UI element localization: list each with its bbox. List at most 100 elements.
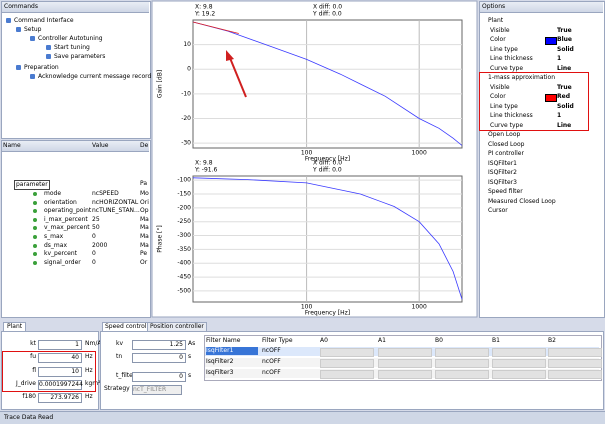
y-tick-label: -400 xyxy=(177,260,191,267)
param-unit: Hz xyxy=(85,366,93,374)
cell: 50 xyxy=(92,224,100,232)
tree-icon xyxy=(6,18,11,23)
x-tick-label: 1000 xyxy=(412,150,427,157)
prop-name: Line thickness xyxy=(490,112,533,119)
tree-icon xyxy=(16,27,21,32)
cell xyxy=(320,370,374,379)
highlight-box xyxy=(479,72,589,131)
tree-icon xyxy=(30,36,35,41)
x-tick-label: 100 xyxy=(301,304,313,311)
group-name[interactable]: Measured Closed Loop xyxy=(488,197,556,205)
cell: kv_percent xyxy=(44,250,78,258)
param-label: J_drive xyxy=(16,379,36,387)
group-name[interactable]: ISQFilter1 xyxy=(488,159,517,167)
cell xyxy=(378,348,432,357)
tree-icon xyxy=(46,54,51,59)
y-tick-label: -20 xyxy=(181,115,191,122)
plot-area xyxy=(192,175,463,303)
filter-name: IsqFilter3 xyxy=(206,369,234,376)
color-swatch xyxy=(545,37,557,45)
group-name: Plant xyxy=(488,17,504,24)
y-diff: Y diff: 0.0 xyxy=(312,11,342,18)
group-name[interactable]: Cursor xyxy=(488,207,508,214)
column-header: Filter Name xyxy=(206,337,241,344)
cell: Mo xyxy=(140,190,149,197)
cell xyxy=(548,359,602,368)
grid-header xyxy=(2,141,149,152)
cell xyxy=(320,348,374,357)
param-unit: s xyxy=(188,353,192,360)
filter-type: ncOFF xyxy=(262,347,281,354)
cell: v_max_percent xyxy=(44,224,90,232)
parameter-grid xyxy=(1,140,151,318)
row-icon xyxy=(33,192,37,196)
cell xyxy=(378,370,432,379)
row-icon xyxy=(33,260,37,265)
group-name[interactable]: Speed filter xyxy=(488,188,523,195)
cell xyxy=(320,359,374,368)
y-tick-label: -100 xyxy=(177,177,191,184)
cell: Ma xyxy=(140,215,149,223)
cursor-y: Y: 19.2 xyxy=(194,11,215,18)
param-value: 0 xyxy=(132,353,186,363)
param-value: 1.25 xyxy=(132,340,186,350)
prop-name: Curve type xyxy=(490,121,524,129)
cell xyxy=(492,370,546,379)
commands-title: Commands xyxy=(4,3,38,10)
column-header: De xyxy=(140,142,149,149)
param-value: 0.0001997244 xyxy=(38,379,83,390)
highlight-box xyxy=(2,351,96,392)
group-name[interactable]: ISQFilter3 xyxy=(488,178,517,186)
x-diff: X diff: 0.0 xyxy=(313,4,342,11)
prop-name: Line thickness xyxy=(490,55,533,62)
y-tick-label: 0 xyxy=(187,66,191,73)
column-header: Name xyxy=(3,142,21,149)
cell: mode xyxy=(44,190,62,197)
filter-type: ncOFF xyxy=(262,358,281,365)
group-name: 1-mass approximation xyxy=(488,74,556,81)
cell xyxy=(492,359,546,368)
y-tick-label: -10 xyxy=(181,90,191,97)
param-value: 1 xyxy=(38,340,82,350)
tree-icon xyxy=(46,45,51,50)
options-header xyxy=(480,2,603,13)
group-name[interactable]: ISQFilter2 xyxy=(488,169,517,176)
group-name[interactable]: Open Loop xyxy=(488,131,521,138)
cell: 0 xyxy=(92,250,96,258)
prop-value: Line xyxy=(557,121,572,129)
y-tick-label: -350 xyxy=(177,246,191,253)
plant-tab[interactable]: Plant xyxy=(3,322,27,331)
group-name[interactable]: PI controller xyxy=(488,150,524,157)
prop-value: Solid xyxy=(557,102,574,110)
tree-item: Save parameters xyxy=(54,53,106,60)
cell xyxy=(492,348,546,357)
row-icon xyxy=(33,217,37,222)
prop-value: Solid xyxy=(557,45,574,53)
cell: Or xyxy=(140,258,148,266)
x-diff: X diff: 0.0 xyxy=(313,160,342,167)
group-name[interactable]: Closed Loop xyxy=(488,140,525,148)
cursor-x: X: 9.8 xyxy=(195,4,213,11)
curve xyxy=(192,177,463,300)
x-tick-label: 1000 xyxy=(412,304,427,311)
param-unit: Hz xyxy=(85,393,93,401)
prop-name: Curve type xyxy=(490,64,524,72)
y-tick-label: -250 xyxy=(177,218,191,225)
column-header: A0 xyxy=(320,337,328,344)
plot-area xyxy=(192,19,463,149)
cell: operating_point xyxy=(44,207,92,215)
tree-icon xyxy=(16,65,21,70)
cell: orientation xyxy=(44,198,77,206)
row-icon xyxy=(33,200,37,205)
cell: Ma xyxy=(140,241,149,249)
cell: ncSPEED xyxy=(92,190,119,197)
param-value: 40 xyxy=(38,353,82,364)
cell: ds_max xyxy=(44,241,68,249)
param-label: fu xyxy=(30,353,36,361)
annotation-arrow xyxy=(229,57,247,98)
cell: ncHORIZONTAL xyxy=(92,198,139,206)
curve xyxy=(192,21,463,146)
param-label: f180 xyxy=(22,393,36,401)
tab[interactable]: Position controller xyxy=(147,322,207,331)
